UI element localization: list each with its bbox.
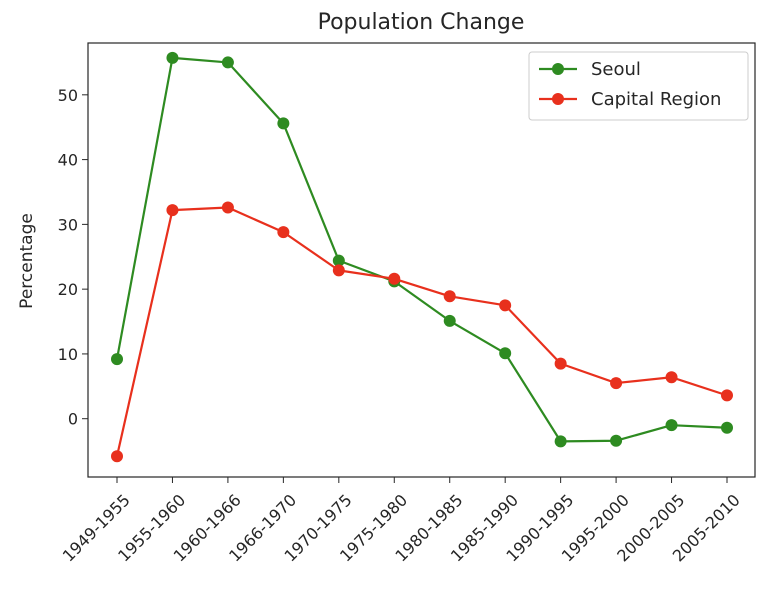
- y-axis-label: Percentage: [17, 213, 37, 309]
- data-point-capital-region: [721, 389, 733, 402]
- plot-frame: [87, 42, 756, 478]
- data-point-capital-region: [665, 371, 678, 384]
- data-point-seoul: [721, 421, 733, 434]
- legend-marker-capital-region: [552, 93, 564, 105]
- data-point-seoul: [111, 353, 123, 366]
- chart-title: Population Change: [318, 10, 525, 35]
- legend-label-capital-region: Capital Region: [591, 89, 721, 110]
- plot-area: 010203040501949-19551955-19601960-196619…: [58, 42, 756, 566]
- data-point-capital-region: [221, 201, 234, 214]
- data-point-seoul: [332, 254, 345, 267]
- data-point-seoul: [499, 347, 512, 360]
- data-point-seoul: [554, 435, 567, 448]
- data-point-capital-region: [443, 290, 456, 303]
- data-point-capital-region: [277, 226, 290, 239]
- data-point-capital-region: [166, 204, 179, 217]
- data-point-capital-region: [388, 272, 401, 285]
- y-tick-label: 0: [68, 410, 78, 429]
- data-point-seoul: [166, 51, 179, 64]
- data-point-seoul: [610, 434, 623, 447]
- y-tick-label: 50: [58, 86, 78, 105]
- y-tick-label: 40: [58, 151, 78, 170]
- y-tick-label: 20: [58, 280, 78, 299]
- data-point-seoul: [277, 117, 290, 130]
- y-tick-label: 10: [58, 345, 78, 364]
- data-point-capital-region: [332, 264, 345, 277]
- series-line-seoul: [115, 56, 728, 443]
- data-point-seoul: [443, 314, 456, 327]
- y-tick-label: 30: [58, 215, 78, 234]
- data-point-capital-region: [499, 299, 512, 312]
- legend-label-seoul: Seoul: [591, 59, 641, 80]
- series-line-capital-region: [115, 206, 728, 457]
- data-point-capital-region: [610, 377, 623, 390]
- data-point-capital-region: [111, 450, 123, 463]
- data-point-seoul: [221, 56, 234, 69]
- data-point-capital-region: [554, 357, 567, 370]
- data-point-seoul: [665, 419, 678, 432]
- legend-marker-seoul: [552, 63, 564, 75]
- legend-box: [528, 51, 749, 121]
